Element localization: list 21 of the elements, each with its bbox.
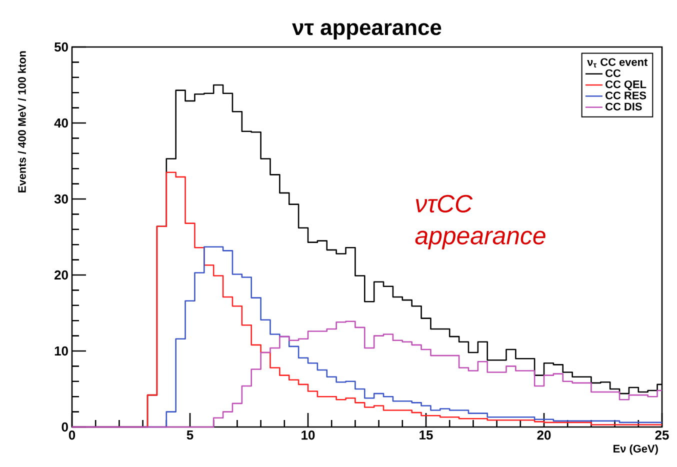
y-axis-title: Events / 400 MeV / 100 kton [18, 51, 26, 192]
x-tick-label: 25 [655, 430, 669, 440]
legend-title: ν$_{τ}$ CC event [587, 58, 648, 68]
y-tick-label: 40 [54, 118, 68, 128]
x-tick-label: 20 [537, 430, 551, 440]
legend-label: CC DIS [606, 102, 642, 110]
legend-label: CC [606, 69, 621, 78]
x-tick-label: 0 [68, 430, 76, 440]
x-tick-label: 10 [302, 430, 315, 440]
x-tick-label: 5 [186, 430, 194, 440]
y-tick-label: 30 [54, 194, 68, 204]
x-axis-title: Eν (GeV) [614, 444, 658, 455]
chart-title: ντ appearance [292, 23, 442, 40]
legend-label: CC RES [606, 92, 646, 100]
y-tick-label: 0 [62, 422, 68, 432]
y-tick-label: 20 [54, 270, 68, 280]
annotation: ντCC appearance [415, 194, 546, 250]
legend-label: CC QEL [606, 80, 646, 90]
x-tick-label: 15 [420, 430, 433, 440]
y-tick-label: 10 [54, 346, 68, 356]
y-tick-label: 50 [54, 42, 68, 52]
